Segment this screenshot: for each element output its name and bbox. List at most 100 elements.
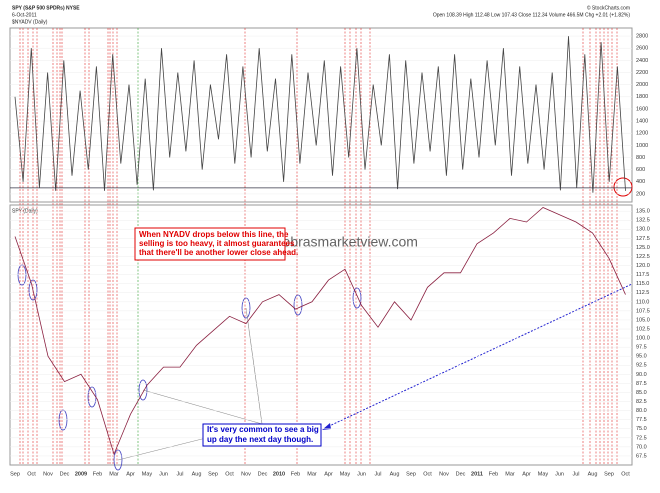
y-tick-label: 72.5 xyxy=(636,435,647,441)
y-tick-label: 2800 xyxy=(636,34,648,40)
x-tick-label: Sep xyxy=(406,471,416,477)
y-tick-label: 117.5 xyxy=(636,272,649,278)
x-tick-label: Oct xyxy=(423,471,432,477)
highlight xyxy=(241,297,251,319)
highlight xyxy=(113,449,123,471)
y-tick-label: 112.5 xyxy=(636,290,649,296)
highlight xyxy=(352,287,362,309)
red-note: that there'll be another lower close ahe… xyxy=(139,248,298,257)
y-tick-label: 82.5 xyxy=(636,399,647,405)
x-tick-label: Mar xyxy=(109,471,119,477)
x-tick-label: Jun xyxy=(357,471,366,477)
y-tick-label: 2600 xyxy=(636,46,648,52)
y-tick-label: 107.5 xyxy=(636,308,650,314)
y-tick-label: 67.5 xyxy=(636,453,647,459)
y-tick-label: 122.5 xyxy=(636,254,650,260)
x-tick-label: Jun xyxy=(555,471,564,477)
y-tick-label: 115.0 xyxy=(636,281,649,287)
x-tick-label: Apr xyxy=(522,471,531,477)
y-tick-label: 100.0 xyxy=(636,336,650,342)
pointer xyxy=(142,389,263,425)
y-tick-label: 600 xyxy=(636,167,645,173)
x-tick-label: Sep xyxy=(208,471,218,477)
blue-note-box xyxy=(202,423,322,447)
x-tick-label: Jul xyxy=(176,471,183,477)
red-note-box xyxy=(134,227,286,261)
y-tick-label: 2200 xyxy=(636,70,648,76)
x-tick-label: Mar xyxy=(307,471,317,477)
panel-title: $NYADV (Daily) xyxy=(12,19,48,25)
x-tick-label: Apr xyxy=(324,471,333,477)
x-tick-label: Sep xyxy=(10,471,20,477)
y-tick-label: 132.5 xyxy=(636,218,650,224)
x-tick-label: May xyxy=(340,471,351,477)
x-tick-label: Apr xyxy=(126,471,135,477)
y-tick-label: 77.5 xyxy=(636,417,647,423)
data-line xyxy=(14,207,626,456)
y-tick-label: 85.0 xyxy=(636,390,647,396)
data-line xyxy=(14,36,626,193)
x-tick-label: Mar xyxy=(505,471,515,477)
pointer xyxy=(245,307,263,425)
highlight xyxy=(17,264,27,286)
y-tick-label: 127.5 xyxy=(636,236,650,242)
highlight xyxy=(138,379,148,401)
top-panel xyxy=(9,27,633,203)
y-tick-label: 102.5 xyxy=(636,326,650,332)
y-tick-label: 2400 xyxy=(636,58,648,64)
y-tick-label: 1200 xyxy=(636,131,648,137)
x-tick-label: Oct xyxy=(27,471,36,477)
x-tick-label: Dec xyxy=(60,471,70,477)
y-tick-label: 125.0 xyxy=(636,245,650,251)
x-tick-label: Jul xyxy=(374,471,381,477)
x-tick-label: Feb xyxy=(291,471,300,477)
x-tick-label: Aug xyxy=(390,471,400,477)
y-tick-label: 200 xyxy=(636,191,645,197)
x-tick-label: Jul xyxy=(572,471,579,477)
x-tick-label: May xyxy=(142,471,153,477)
x-tick-label: Oct xyxy=(621,471,630,477)
x-tick-label: Dec xyxy=(258,471,268,477)
y-tick-label: 97.5 xyxy=(636,345,647,351)
x-tick-label: Nov xyxy=(439,471,449,477)
x-tick-label: 2009 xyxy=(75,471,87,477)
y-tick-label: 800 xyxy=(636,155,645,161)
y-tick-label: 80.0 xyxy=(636,408,647,414)
blue-note: up day the next day though. xyxy=(207,435,313,444)
red-note: When NYADV drops below this line, the xyxy=(139,230,289,239)
y-tick-label: 1600 xyxy=(636,106,648,112)
highlight xyxy=(613,177,633,197)
y-tick-label: 400 xyxy=(636,179,645,185)
arrow-head xyxy=(322,423,331,430)
annotations xyxy=(17,28,633,471)
y-tick-label: 130.0 xyxy=(636,227,650,233)
symbol: SPY (S&P 500 SPDRs) NYSE xyxy=(12,5,80,11)
y-tick-label: 2000 xyxy=(636,82,648,88)
y-tick-label: 87.5 xyxy=(636,381,647,387)
bottom-panel xyxy=(9,204,633,466)
x-tick-label: Nov xyxy=(241,471,251,477)
blue-note: It's very common to see a big xyxy=(207,425,319,434)
highlight xyxy=(293,294,303,316)
highlight xyxy=(28,279,38,301)
x-tick-label: Jun xyxy=(159,471,168,477)
x-tick-label: Nov xyxy=(43,471,53,477)
x-tick-label: Sep xyxy=(604,471,614,477)
x-tick-label: Feb xyxy=(489,471,498,477)
y-tick-label: 105.0 xyxy=(636,317,650,323)
x-tick-label: Aug xyxy=(192,471,202,477)
x-tick-label: Dec xyxy=(456,471,466,477)
x-tick-label: May xyxy=(538,471,549,477)
plot: 200 400 600 800 1000 1200 1400 1600 1800 2000 2200… xyxy=(10,34,650,477)
y-tick-label: 70.0 xyxy=(636,444,647,450)
y-tick-label: 1000 xyxy=(636,143,648,149)
y-tick-label: 90.0 xyxy=(636,372,647,378)
x-tick-label: Feb xyxy=(93,471,102,477)
y-tick-label: 1800 xyxy=(636,94,648,100)
y-tick-label: 120.0 xyxy=(636,263,650,269)
y-tick-label: 110.0 xyxy=(636,299,649,305)
y-tick-label: 92.5 xyxy=(636,363,647,369)
y-tick-label: 1400 xyxy=(636,119,648,125)
red-note: selling is too heavy, it almost guarante… xyxy=(139,239,295,248)
